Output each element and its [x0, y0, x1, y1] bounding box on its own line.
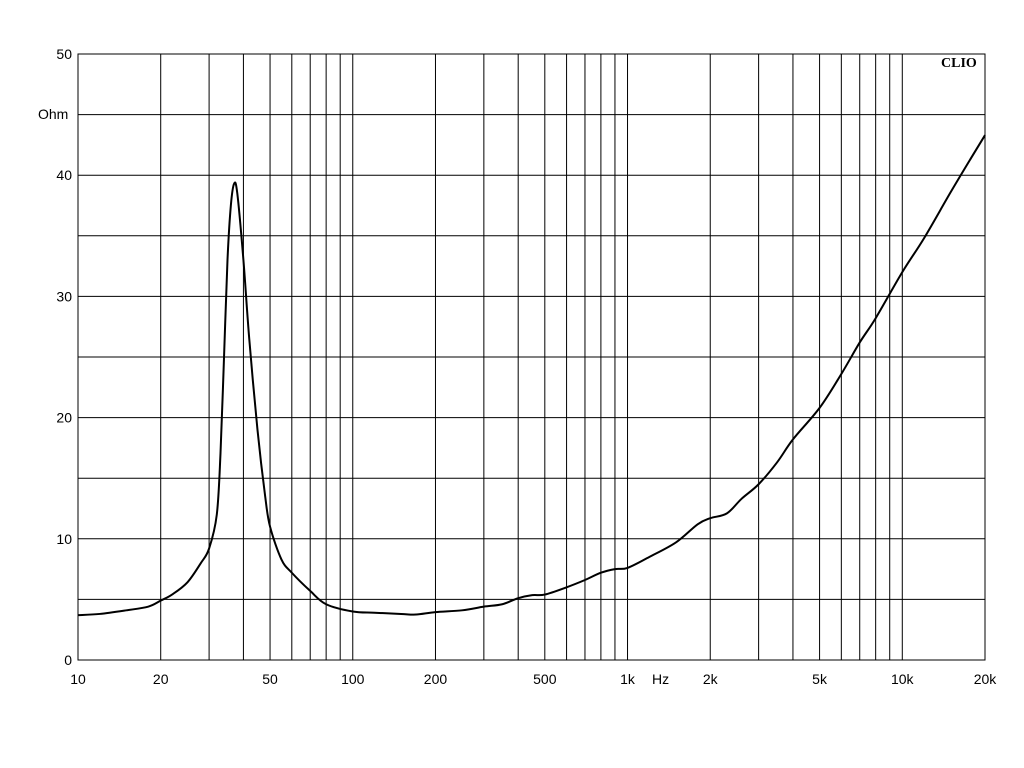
x-tick-label: 10: [70, 671, 86, 687]
plot-frame: [77, 53, 986, 661]
x-tick-label: 500: [533, 671, 557, 687]
series-layer: [77, 134, 986, 617]
y-tick-label: 50: [56, 46, 72, 62]
y-tick-label: 30: [56, 288, 72, 304]
clio-watermark: CLIO: [941, 56, 977, 71]
impedance-curve: [77, 134, 986, 617]
x-tick-label: 200: [424, 671, 448, 687]
x-tick-label: 2k: [703, 671, 719, 687]
y-tick-label: 0: [64, 652, 72, 668]
x-axis-label: Hz: [652, 671, 669, 687]
x-tick-label: 5k: [812, 671, 828, 687]
x-tick-label: 10k: [891, 671, 915, 687]
x-tick-label: 20k: [974, 671, 998, 687]
x-tick-label: 20: [153, 671, 169, 687]
x-tick-label: 50: [262, 671, 278, 687]
y-tick-label: 20: [56, 410, 72, 426]
y-tick-label: 10: [56, 531, 72, 547]
grid: [77, 53, 986, 661]
x-tick-label: 1k: [620, 671, 636, 687]
y-axis-label: Ohm: [38, 106, 68, 122]
y-tick-label: 40: [56, 167, 72, 183]
x-tick-label: 100: [341, 671, 365, 687]
tick-labels: 10 20 50 100 200 500 1k 2k 5k 10k 20k 0 10 20 30 40 50: [56, 46, 997, 687]
